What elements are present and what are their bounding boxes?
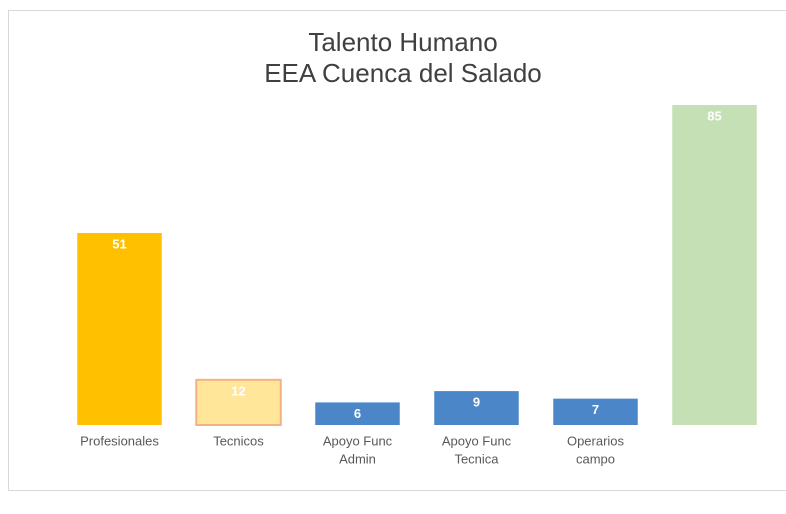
data-label: 85 <box>707 108 721 123</box>
data-label: 9 <box>473 395 480 410</box>
chart-subtitle: EEA Cuenca del Salado <box>264 58 542 88</box>
data-label: 51 <box>112 236 126 251</box>
x-tick-label: campo <box>576 451 615 466</box>
x-tick-label: Apoyo Func <box>323 433 393 448</box>
data-label: 6 <box>354 406 361 421</box>
data-label: 7 <box>592 402 599 417</box>
chart-title: Talento Humano <box>308 27 497 57</box>
data-label: 12 <box>231 383 245 398</box>
x-tick-label: Tecnica <box>454 451 499 466</box>
x-tick-label: Operarios <box>567 433 625 448</box>
x-tick-label: Apoyo Func <box>442 433 512 448</box>
x-tick-label: Admin <box>339 451 376 466</box>
x-tick-label: Profesionales <box>80 433 159 448</box>
bar <box>77 233 161 425</box>
bar <box>672 105 756 425</box>
x-tick-label: Tecnicos <box>213 433 264 448</box>
